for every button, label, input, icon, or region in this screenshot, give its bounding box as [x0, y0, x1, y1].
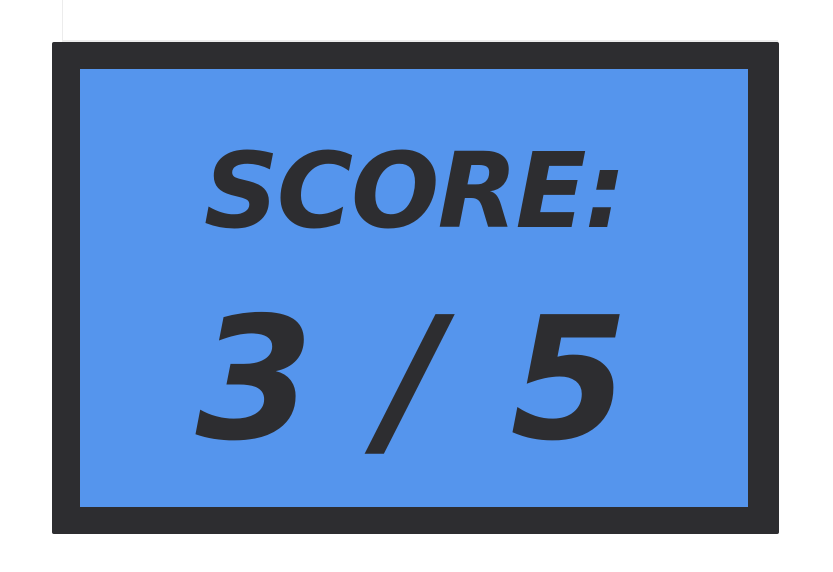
score-card-panel: SCORE: 3 / 5	[80, 69, 748, 507]
score-label: SCORE:	[203, 130, 626, 252]
score-value: 3 / 5	[195, 281, 633, 479]
top-bar-divider-vertical	[62, 0, 63, 42]
top-bar-divider-horizontal	[62, 40, 778, 42]
top-bar	[0, 0, 833, 42]
score-card-frame: SCORE: 3 / 5	[52, 42, 779, 534]
